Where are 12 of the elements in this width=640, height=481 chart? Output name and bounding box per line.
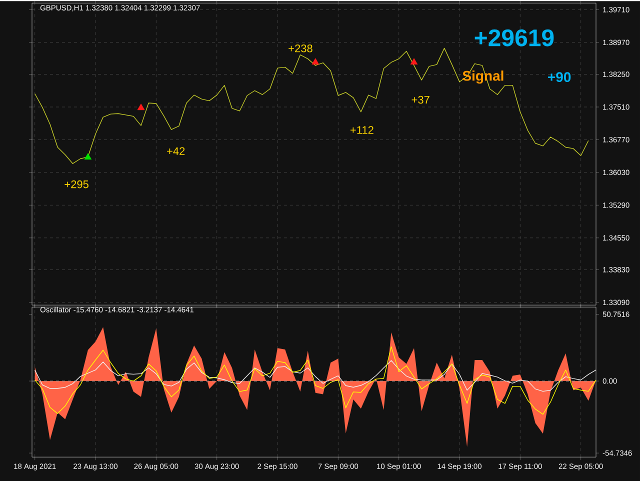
annotation: +29619: [474, 29, 554, 46]
line-series: [34, 346, 596, 415]
point: [84, 153, 92, 160]
annotation: +90: [548, 72, 571, 82]
annotation: +295: [64, 180, 88, 188]
point: [410, 58, 418, 64]
annotation: +37: [412, 96, 430, 104]
point: [312, 58, 320, 64]
annotation: +112: [350, 126, 374, 134]
point: [137, 104, 145, 110]
annotation: +238: [288, 44, 312, 52]
annotation: +42: [167, 147, 185, 155]
